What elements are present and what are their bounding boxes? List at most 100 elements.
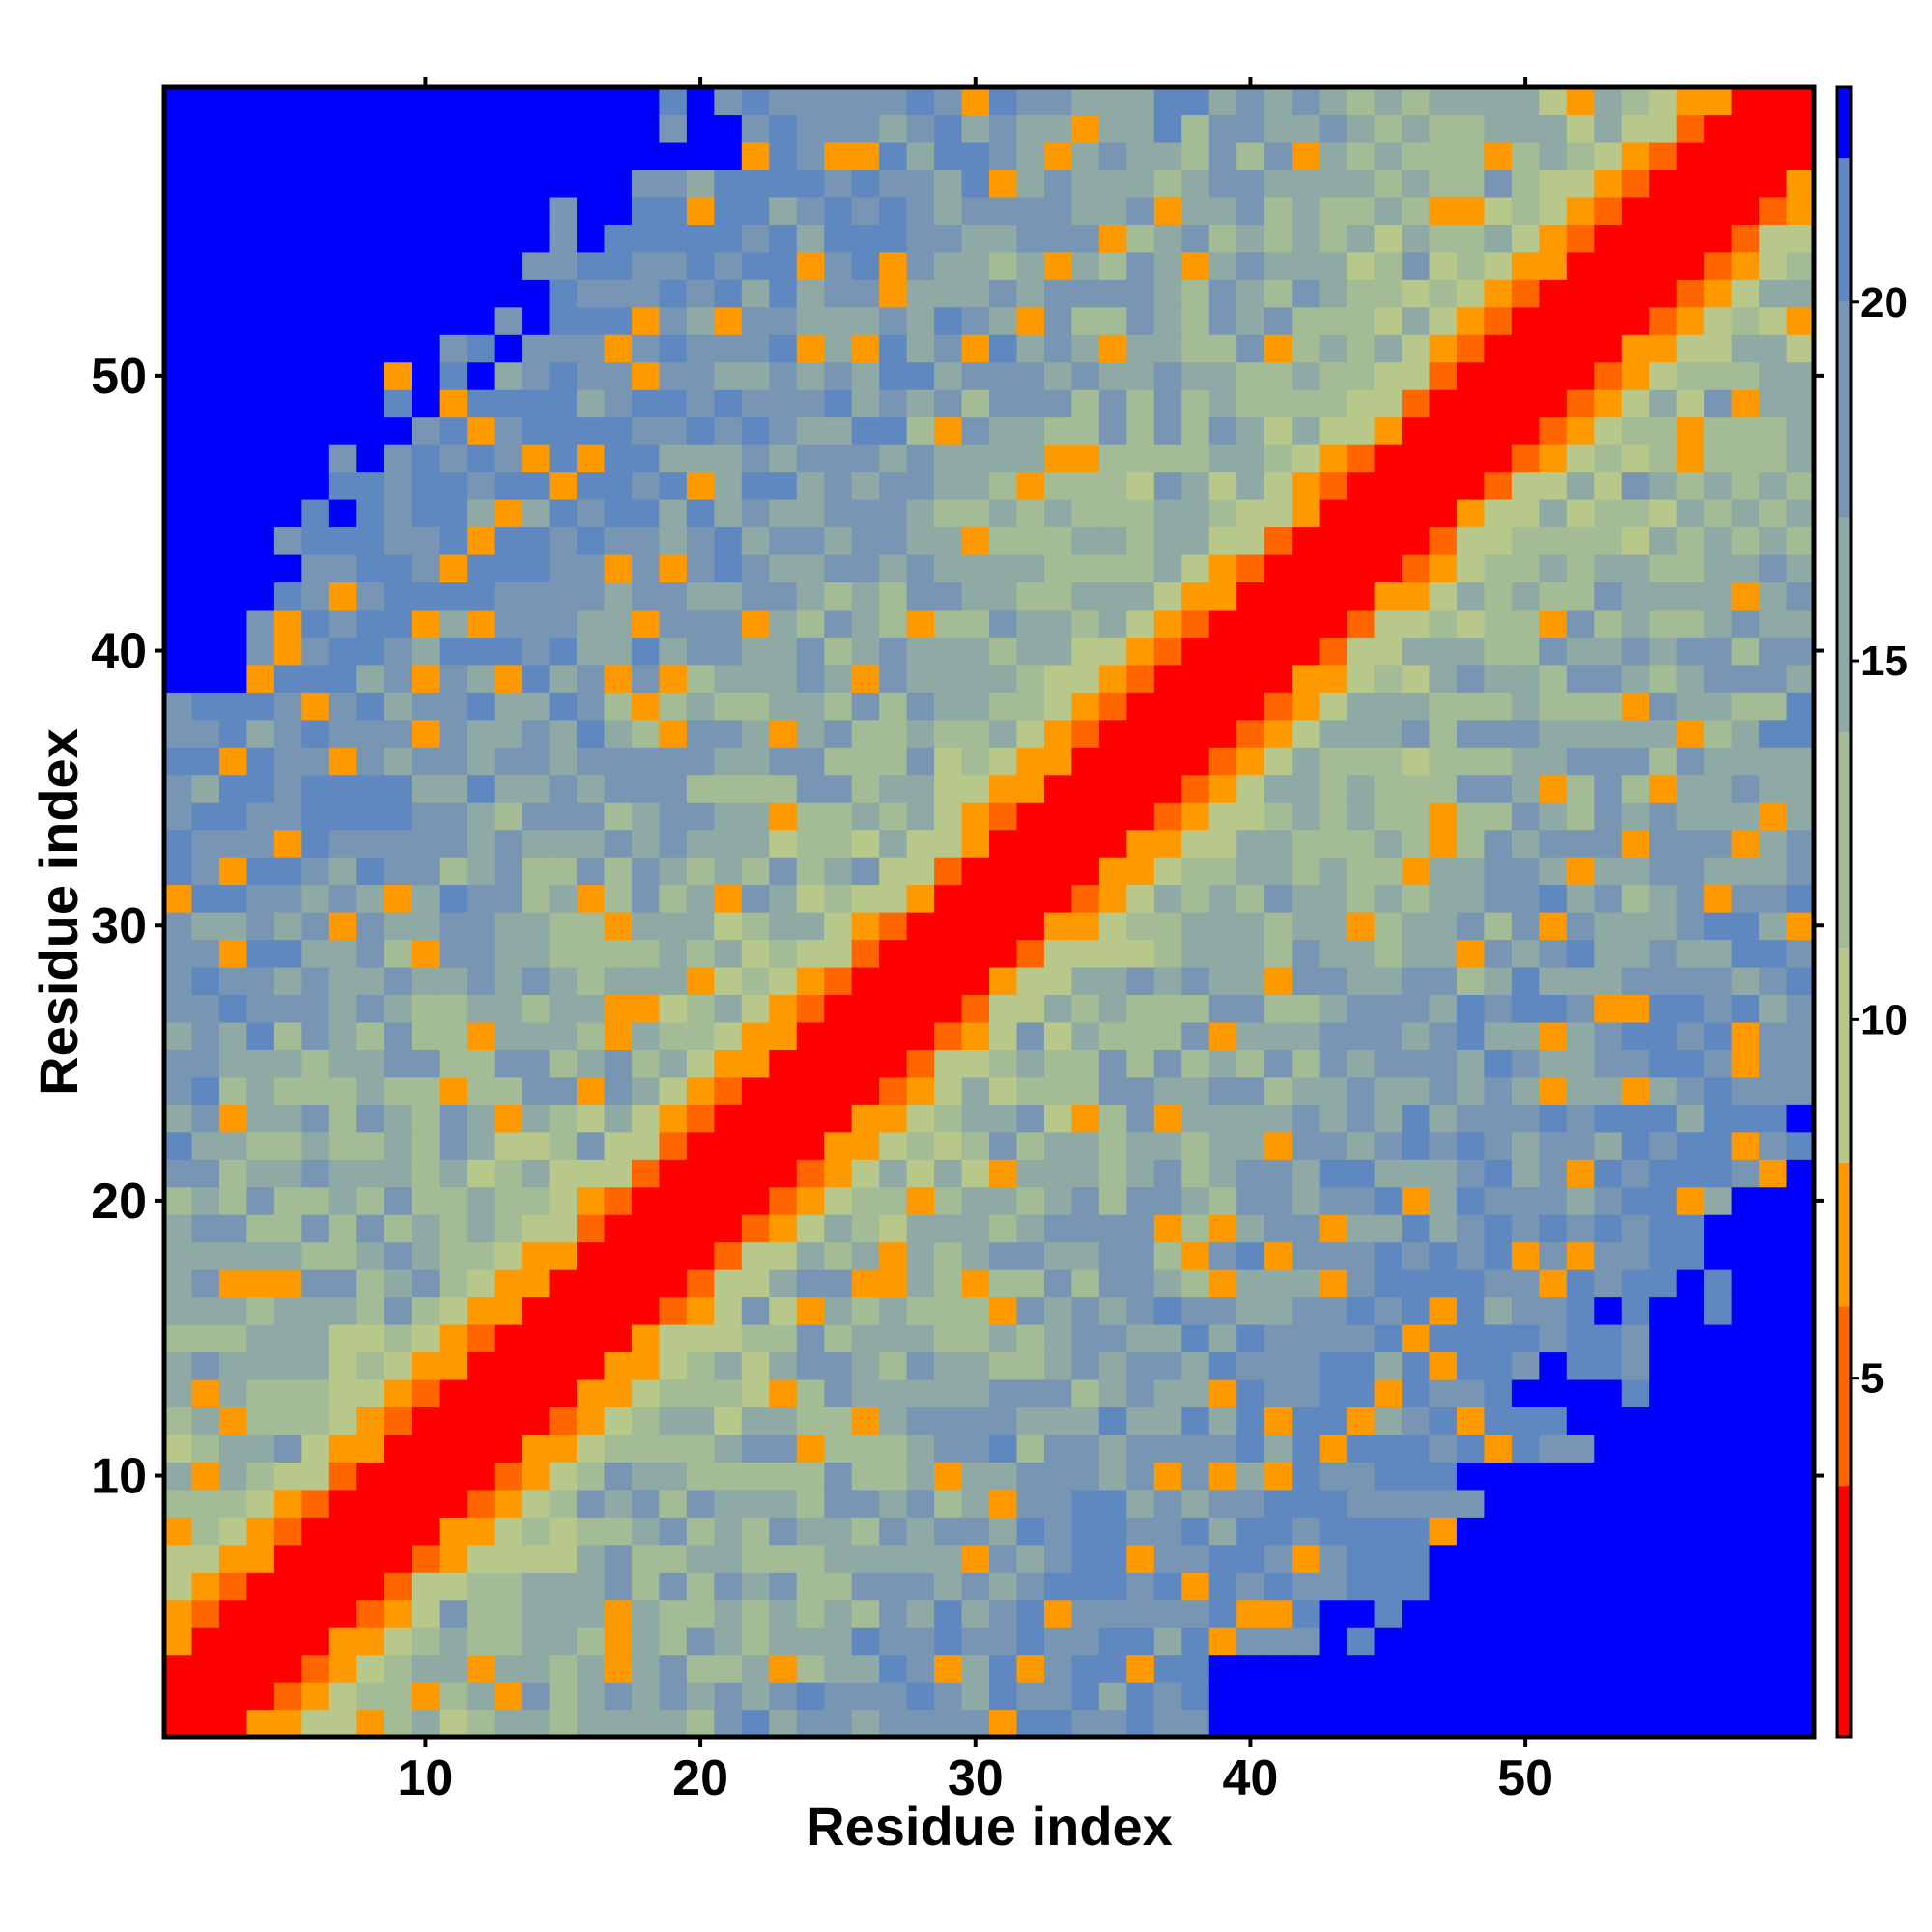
- heatmap-cell: [741, 114, 770, 143]
- heatmap-cell: [1786, 939, 1815, 968]
- heatmap-cell: [1429, 554, 1458, 582]
- heatmap-cell: [1539, 444, 1568, 473]
- heatmap-cell: [356, 141, 385, 170]
- heatmap-cell: [328, 526, 357, 555]
- heatmap-cell: [1484, 1599, 1513, 1628]
- heatmap-cell: [659, 499, 688, 528]
- heatmap-cell: [851, 196, 880, 225]
- heatmap-cell: [273, 1296, 302, 1325]
- heatmap-cell: [467, 1572, 496, 1601]
- heatmap-cell: [301, 416, 330, 445]
- heatmap-cell: [1511, 802, 1540, 831]
- heatmap-cell: [1153, 279, 1182, 308]
- heatmap-cell: [1016, 169, 1045, 198]
- heatmap-cell: [273, 389, 302, 418]
- heatmap-cell: [1098, 692, 1127, 721]
- heatmap-cell: [549, 279, 578, 308]
- heatmap-cell: [522, 444, 551, 473]
- heatmap-cell: [1429, 169, 1458, 198]
- heatmap-cell: [714, 1351, 743, 1380]
- heatmap-cell: [1786, 334, 1815, 363]
- heatmap-cell: [1594, 1104, 1623, 1133]
- heatmap-cell: [934, 1378, 963, 1407]
- heatmap-cell: [631, 444, 660, 473]
- heatmap-cell: [824, 1682, 853, 1711]
- heatmap-cell: [631, 1049, 660, 1078]
- heatmap-cell: [1621, 1351, 1650, 1380]
- heatmap-cell: [412, 1406, 440, 1435]
- heatmap-cell: [796, 334, 825, 363]
- heatmap-cell: [1016, 141, 1045, 170]
- heatmap-cell: [164, 829, 193, 858]
- heatmap-cell: [1319, 1572, 1348, 1601]
- heatmap-cell: [549, 1241, 578, 1270]
- heatmap-cell: [934, 444, 963, 473]
- heatmap-cell: [1016, 196, 1045, 225]
- heatmap-cell: [439, 1076, 468, 1105]
- heatmap-cell: [328, 444, 357, 473]
- heatmap-cell: [1016, 251, 1045, 280]
- heatmap-cell: [467, 306, 496, 335]
- heatmap-cell: [522, 1406, 551, 1435]
- heatmap-cell: [494, 1186, 523, 1215]
- heatmap-cell: [686, 306, 715, 335]
- heatmap-cell: [522, 361, 551, 390]
- heatmap-cell: [1098, 719, 1127, 748]
- heatmap-cell: [1566, 1599, 1595, 1628]
- heatmap-cell: [1594, 966, 1623, 995]
- heatmap-cell: [439, 1049, 468, 1078]
- heatmap-cell: [1181, 912, 1210, 941]
- heatmap-cell: [1181, 829, 1210, 858]
- heatmap-cell: [384, 802, 412, 831]
- heatmap-cell: [1292, 114, 1321, 143]
- heatmap-cell: [1236, 224, 1265, 253]
- heatmap-cell: [1374, 87, 1403, 116]
- heatmap-cell: [1126, 966, 1155, 995]
- heatmap-cell: [1511, 1544, 1540, 1573]
- heatmap-cell: [191, 1627, 220, 1656]
- heatmap-cell: [412, 141, 440, 170]
- heatmap-cell: [577, 1324, 606, 1353]
- heatmap-cell: [1126, 692, 1155, 721]
- heatmap-cell: [906, 251, 935, 280]
- heatmap-cell: [714, 1572, 743, 1601]
- heatmap-cell: [1319, 389, 1348, 418]
- heatmap-cell: [1016, 637, 1045, 666]
- heatmap-cell: [439, 1214, 468, 1243]
- heatmap-cell: [1292, 1654, 1321, 1683]
- heatmap-cell: [989, 637, 1018, 666]
- heatmap-cell: [1566, 526, 1595, 555]
- heatmap-cell: [549, 939, 578, 968]
- heatmap-cell: [1594, 1682, 1623, 1711]
- heatmap-cell: [824, 1214, 853, 1243]
- heatmap-cell: [714, 87, 743, 116]
- heatmap-cell: [1016, 1296, 1045, 1325]
- heatmap-cell: [301, 609, 330, 638]
- heatmap-cell: [1539, 389, 1568, 418]
- heatmap-cell: [851, 1682, 880, 1711]
- heatmap-cell: [1208, 224, 1237, 253]
- heatmap-cell: [604, 637, 633, 666]
- heatmap-cell: [1566, 939, 1595, 968]
- heatmap-cell: [934, 279, 963, 308]
- heatmap-cell: [1759, 637, 1788, 666]
- heatmap-cell: [577, 114, 606, 143]
- heatmap-cell: [1621, 1241, 1650, 1270]
- heatmap-cell: [769, 389, 798, 418]
- heatmap-cell: [273, 747, 302, 776]
- heatmap-cell: [796, 692, 825, 721]
- heatmap-cell: [439, 719, 468, 748]
- heatmap-cell: [412, 912, 440, 941]
- heatmap-cell: [1292, 1572, 1321, 1601]
- y-tick-label: 50: [91, 349, 147, 405]
- heatmap-cell: [906, 1654, 935, 1683]
- heatmap-cell: [328, 1709, 357, 1738]
- heatmap-cell: [467, 224, 496, 253]
- heatmap-cell: [796, 664, 825, 693]
- heatmap-cell: [1704, 334, 1733, 363]
- heatmap-cell: [494, 224, 523, 253]
- heatmap-cell: [851, 692, 880, 721]
- heatmap-cell: [1429, 1104, 1458, 1133]
- heatmap-cell: [1043, 939, 1072, 968]
- heatmap-cell: [577, 857, 606, 886]
